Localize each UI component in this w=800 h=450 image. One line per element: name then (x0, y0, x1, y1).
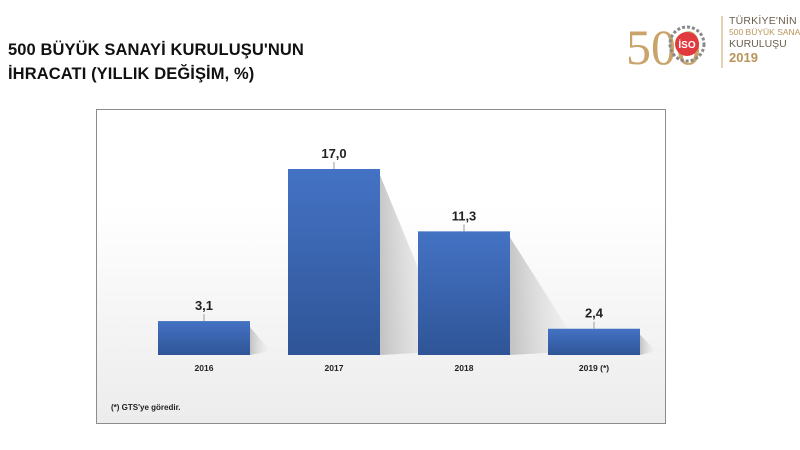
bar-shadow (510, 237, 582, 355)
emblem-red-icon (675, 32, 699, 56)
emblem-text: İSO (678, 38, 695, 51)
data-label: 11,3 (452, 208, 477, 223)
bar-2016 (158, 321, 250, 355)
page-title: 500 BÜYÜK SANAYİ KURULUŞU'NUN İHRACATI (… (8, 38, 304, 86)
logo-text-block: TÜRKİYE'NİN 500 BÜYÜK SANAYİ KURULUŞU 20… (729, 15, 800, 65)
logo-line-1: TÜRKİYE'NİN (729, 15, 797, 27)
bar-chart: 3,1 2016 17,0 2017 11,3 2018 2,4 2019 (*) (158, 146, 656, 373)
x-tick-label: 2018 (455, 363, 474, 373)
page-title-line-2: İHRACATI (YILLIK DEĞİŞİM, %) (8, 65, 255, 83)
bar-shadow (250, 327, 271, 355)
logo-graphic: 500 İSO (626, 16, 723, 72)
logo-line-4: 2019 (729, 50, 758, 65)
x-tick-label: 2017 (325, 363, 344, 373)
bar-2019 (548, 328, 640, 355)
page-title-line-1: 500 BÜYÜK SANAYİ KURULUŞU'NUN (8, 41, 304, 59)
data-label: 3,1 (195, 298, 213, 313)
x-tick-label: 2016 (195, 363, 214, 373)
data-label: 17,0 (321, 146, 346, 161)
logo-line-3: KURULUŞU (729, 38, 787, 50)
gear-icon (668, 25, 706, 63)
bar-2018 (418, 231, 510, 355)
iso-500-logo: 500 İSO TÜRKİYE'NİN 500 BÜYÜK SANAYİ KUR… (614, 12, 800, 72)
bar-shadow (640, 334, 656, 355)
footnote: (*) GTS'ye göredir. (111, 403, 181, 412)
logo-line-2: 500 BÜYÜK SANAYİ (729, 27, 800, 37)
chart-panel: 3,1 2016 17,0 2017 11,3 2018 2,4 2019 (*) (*) G… (96, 109, 666, 424)
x-tick-label: 2019 (*) (579, 363, 609, 373)
bar-2017 (288, 169, 380, 355)
data-label: 2,4 (585, 306, 604, 321)
